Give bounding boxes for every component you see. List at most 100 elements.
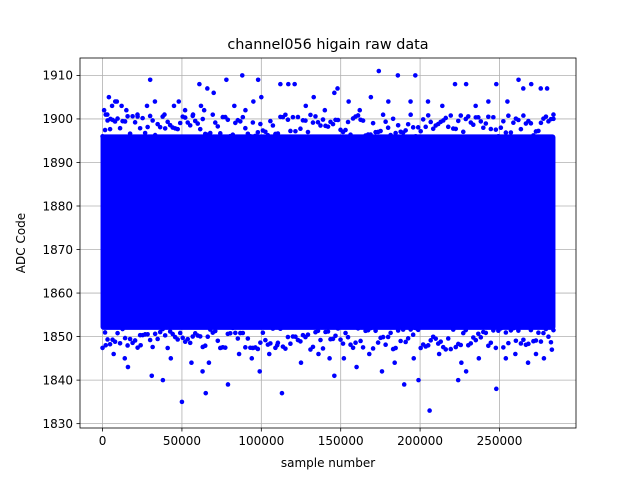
edge-point-top <box>420 117 426 122</box>
edge-point-top <box>137 125 143 131</box>
edge-point-top <box>476 115 481 120</box>
edge-point-bottom <box>511 325 516 331</box>
edge-point-top <box>197 126 203 132</box>
data-point <box>149 373 155 379</box>
edge-point-bottom <box>488 340 494 346</box>
edge-point-bottom <box>536 330 541 336</box>
edge-point-bottom <box>318 337 323 343</box>
edge-point-bottom <box>162 333 168 338</box>
edge-point-top <box>310 120 316 125</box>
edge-point-bottom <box>395 328 401 333</box>
edge-point-bottom <box>125 343 130 348</box>
data-point <box>255 77 261 83</box>
y-axis: 1830 1840 1850 1860 1870 1880 1890 1900 1910 <box>42 69 80 431</box>
edge-point-bottom <box>335 326 341 331</box>
data-point <box>138 342 143 348</box>
edge-point-bottom <box>486 343 491 349</box>
edge-point-top <box>140 115 145 121</box>
x-tick-label: 50000 <box>163 434 201 448</box>
edge-point-bottom <box>383 342 388 348</box>
edge-point-bottom <box>453 344 459 350</box>
edge-point-top <box>298 126 303 132</box>
edge-point-bottom <box>458 342 464 348</box>
edge-point-bottom <box>330 336 336 342</box>
edge-point-bottom <box>345 334 351 340</box>
edge-point-top <box>425 113 431 118</box>
edge-point-bottom <box>115 330 120 336</box>
edge-point-top <box>330 121 336 127</box>
data-point <box>392 360 397 366</box>
edge-point-bottom <box>338 337 343 342</box>
edge-point-bottom <box>107 341 113 347</box>
edge-point-top <box>498 125 504 131</box>
edge-point-bottom <box>358 338 363 344</box>
edge-point-bottom <box>278 326 283 331</box>
edge-point-bottom <box>147 337 153 343</box>
edge-point-bottom <box>187 340 193 346</box>
edge-point-bottom <box>463 327 469 333</box>
edge-point-top <box>528 121 534 126</box>
edge-point-bottom <box>450 327 456 332</box>
edge-point-bottom <box>526 341 531 347</box>
data-point <box>476 356 482 361</box>
data-point <box>106 94 112 100</box>
edge-point-bottom <box>355 326 361 331</box>
data-point <box>286 81 291 87</box>
edge-point-bottom <box>243 345 248 350</box>
edge-point-bottom <box>230 325 236 331</box>
edge-point-bottom <box>190 334 196 339</box>
data-point <box>376 68 382 74</box>
edge-point-top <box>122 119 128 124</box>
data-point <box>332 373 337 379</box>
edge-point-top <box>313 114 318 119</box>
data-point <box>103 342 109 348</box>
data-point <box>224 77 229 83</box>
edge-point-bottom <box>516 328 521 333</box>
edge-point-bottom <box>180 335 186 341</box>
edge-point-top <box>305 129 311 135</box>
edge-point-top <box>478 119 484 124</box>
edge-point-top <box>263 129 268 135</box>
edge-point-top <box>368 132 373 137</box>
edge-point-top <box>177 120 183 126</box>
edge-point-top <box>200 116 206 122</box>
edge-point-top <box>430 126 436 132</box>
edge-point-bottom <box>120 326 125 332</box>
data-point <box>436 351 442 357</box>
edge-point-top <box>418 128 423 134</box>
edge-point-bottom <box>152 331 158 337</box>
edge-point-top <box>455 118 461 124</box>
edge-point-top <box>295 114 301 120</box>
x-axis-title: sample number <box>281 456 375 470</box>
edge-point-bottom <box>233 330 238 336</box>
data-point <box>520 86 526 91</box>
edge-point-bottom <box>268 341 273 346</box>
edge-point-bottom <box>170 331 175 337</box>
edge-point-bottom <box>398 338 403 344</box>
data-point <box>459 360 464 366</box>
edge-point-top <box>518 126 524 132</box>
edge-point-bottom <box>177 330 183 336</box>
edge-point-bottom <box>202 343 208 349</box>
data-point <box>160 377 166 383</box>
data-point <box>179 399 185 405</box>
data-point <box>366 351 372 357</box>
data-point <box>503 356 509 361</box>
edge-point-bottom <box>215 338 221 344</box>
edge-point-bottom <box>501 345 506 350</box>
edge-point-top <box>212 120 218 125</box>
data-point <box>279 390 285 396</box>
data-point <box>303 103 309 109</box>
edge-point-top <box>536 128 541 134</box>
edge-point-bottom <box>288 341 293 347</box>
edge-point-bottom <box>393 345 398 351</box>
y-tick-label: 1910 <box>42 69 73 83</box>
edge-point-bottom <box>533 338 539 343</box>
edge-point-bottom <box>258 340 263 345</box>
y-tick-label: 1840 <box>42 373 73 387</box>
data-point <box>122 356 128 361</box>
data-point <box>171 103 177 109</box>
data-point <box>544 86 550 91</box>
edge-point-top <box>250 120 256 125</box>
edge-point-top <box>493 127 499 132</box>
